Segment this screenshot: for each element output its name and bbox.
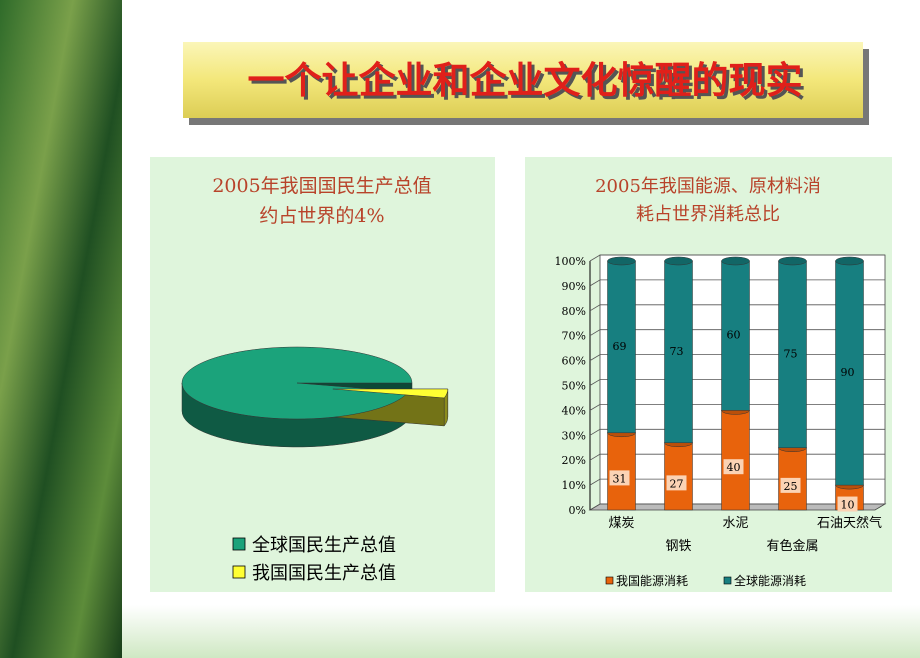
value-label: 25 [784, 480, 798, 493]
legend-label: 全球能源消耗 [734, 573, 806, 588]
x-tick-label: 煤炭 [608, 516, 634, 531]
legend-swatch [232, 537, 246, 551]
bar-segment [721, 260, 750, 411]
bar-cap [607, 256, 636, 266]
value-label: 31 [613, 472, 627, 485]
y-tick-label: 100% [555, 255, 586, 268]
value-label-box [837, 496, 858, 512]
value-label: 60 [727, 329, 741, 342]
y-tick-label: 50% [562, 380, 586, 393]
legend-swatch [605, 576, 614, 585]
y-tick-label: 30% [562, 429, 586, 442]
bar-segment [835, 260, 864, 486]
value-label-box [723, 459, 744, 475]
y-tick-label: 80% [562, 305, 586, 318]
bar-segment [664, 260, 693, 444]
bar-cap [835, 256, 864, 266]
value-label-box [609, 470, 630, 486]
legend-label: 全球国民生产总值 [252, 535, 396, 556]
legend-label: 我国国民生产总值 [252, 563, 396, 584]
value-label: 40 [727, 461, 741, 474]
slide-title-shadow: 一个让企业和企业文化惊醒的现实 [251, 62, 806, 105]
pie-slice [181, 346, 413, 420]
value-label: 27 [670, 477, 684, 490]
value-label-box [666, 475, 687, 491]
x-tick-label: 水泥 [722, 516, 748, 531]
banner [183, 42, 863, 118]
bar-cap [778, 256, 807, 266]
pie-slice [332, 388, 449, 399]
grass-strip [122, 605, 920, 658]
value-label: 75 [784, 347, 798, 360]
y-tick-label: 60% [562, 355, 586, 368]
value-label: 90 [841, 366, 855, 379]
y-tick-label: 20% [562, 454, 586, 467]
value-label-box [780, 477, 801, 493]
x-tick-label: 石油天然气 [817, 515, 882, 531]
chart-title: 2005年我国国民生产总值 [212, 175, 431, 197]
chart-title: 约占世界的4% [259, 205, 384, 227]
value-label: 10 [841, 499, 855, 512]
grid-line [589, 254, 885, 262]
value-label: 73 [670, 345, 684, 358]
slide-title: 一个让企业和企业文化惊醒的现实 [248, 59, 803, 102]
legend-label: 我国能源消耗 [616, 574, 688, 588]
bar-cap [721, 256, 750, 266]
bar-cap [664, 256, 693, 266]
bar-segment [607, 260, 636, 434]
jungle-strip [0, 0, 122, 658]
value-label: 69 [613, 340, 627, 353]
x-tick-label: 钢铁 [665, 539, 691, 554]
y-tick-label: 90% [562, 280, 586, 293]
x-tick-label: 有色金属 [766, 538, 818, 554]
y-tick-label: 40% [562, 404, 586, 417]
y-tick-label: 70% [562, 330, 586, 343]
chart-title: 耗占世界消耗总比 [636, 204, 780, 225]
bar-segment [778, 260, 807, 448]
legend-swatch [232, 565, 246, 579]
y-tick-label: 0% [569, 504, 586, 517]
chart-title: 2005年我国能源、原材料消 [595, 176, 821, 197]
legend-swatch [723, 576, 732, 585]
y-tick-label: 10% [562, 479, 586, 492]
